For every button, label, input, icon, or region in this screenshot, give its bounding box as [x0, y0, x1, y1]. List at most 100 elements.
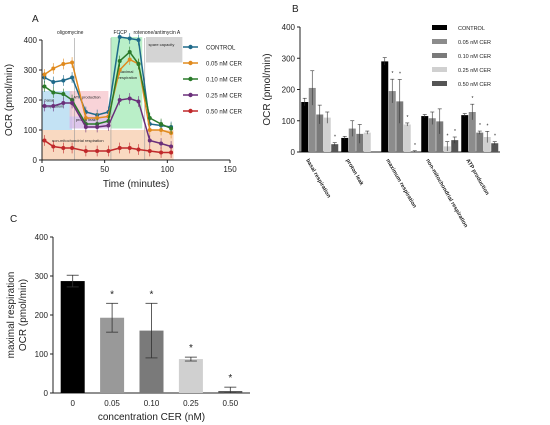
significance-star: * [472, 96, 474, 102]
panel-label: B [292, 4, 299, 15]
data-point [106, 149, 111, 153]
data-point [42, 84, 47, 89]
data-point [42, 104, 47, 108]
bar-3-0 [421, 116, 429, 152]
panel-label: C [10, 214, 17, 225]
y-tick-label: 400 [35, 233, 49, 242]
legend-swatch-1 [432, 39, 447, 44]
legend-label-0: CONTROL [206, 46, 236, 52]
y-tick-label: 0 [44, 389, 49, 398]
annotation: oligomycine [57, 30, 84, 36]
y-axis-label-line1: maximal respiration [6, 272, 17, 359]
non-mito-region [42, 130, 174, 160]
data-point [51, 80, 56, 84]
y-tick-label: 100 [24, 126, 38, 135]
data-point [83, 116, 88, 120]
bar-0-4 [331, 144, 339, 152]
y-tick-label: 200 [282, 86, 296, 95]
data-point [61, 146, 66, 150]
data-point [83, 125, 88, 129]
legend-label-2: 0.10 nM CER [206, 78, 243, 84]
data-point [117, 59, 122, 63]
data-point [51, 144, 56, 149]
legend-swatch-0 [432, 25, 447, 30]
significance-star: * [414, 143, 416, 149]
x-tick-label: 0 [40, 165, 45, 174]
data-point [127, 50, 132, 54]
legend-swatch-3 [432, 67, 447, 72]
x-tick-label: 150 [223, 165, 237, 174]
significance-star: * [407, 115, 409, 121]
annotation: FCCP [113, 30, 127, 36]
legend-marker-3 [188, 92, 193, 98]
data-point [51, 66, 56, 71]
data-point [42, 138, 47, 143]
data-point [169, 150, 174, 155]
bar-0-3 [323, 117, 331, 152]
legend-swatch-2 [432, 53, 447, 58]
significance-star: * [228, 373, 232, 384]
y-axis-label-line2: OCR (pmol/min) [18, 279, 29, 351]
data-point [147, 149, 152, 153]
data-point [159, 141, 164, 146]
category-label-2: maximum respiration [384, 158, 417, 210]
x-tick-label-2: 0.10 [144, 399, 160, 408]
category-label-3: non-mitochondrial respiration [424, 158, 469, 229]
data-point [61, 92, 66, 96]
data-point [136, 38, 141, 42]
x-tick-label-1: 0.05 [104, 399, 120, 408]
bar-4-1 [468, 112, 476, 152]
legend-label-3: 0.25 nM CER [458, 68, 491, 74]
panel-label: A [32, 14, 39, 25]
significance-star: * [454, 129, 456, 135]
bar-2-0 [381, 61, 389, 152]
legend-swatch-4 [432, 81, 447, 86]
bar-2-1 [388, 91, 396, 152]
significance-star: * [479, 123, 481, 129]
x-tick-label-0: 0 [70, 399, 75, 408]
data-point [127, 36, 132, 41]
y-tick-label: 300 [35, 272, 49, 281]
legend-marker-0 [188, 44, 193, 50]
legend-label-2: 0.10 nM CER [458, 54, 491, 60]
bar-0 [60, 281, 85, 393]
data-point [169, 144, 174, 149]
bar-0-2 [316, 114, 324, 152]
category-label-1: proton leak [344, 158, 364, 187]
data-point [70, 60, 75, 65]
bar-1-3 [363, 132, 371, 152]
bar-1-1 [348, 128, 356, 152]
data-point [159, 128, 164, 132]
data-point [70, 75, 75, 80]
annotation-maximal-1: maximal [118, 69, 133, 74]
data-point [83, 149, 88, 153]
annotation: spare capacity [149, 42, 175, 47]
x-tick-label-4: 0.50 [223, 399, 239, 408]
basal-region [42, 91, 73, 130]
bar-2-3 [403, 124, 411, 152]
data-point [106, 123, 111, 128]
panel-a: A 0 100 200 300 400 0 50 100 150 Time (minutes) OCR… [4, 14, 243, 190]
y-tick-label: 100 [35, 350, 49, 359]
y-tick-label: 400 [282, 23, 296, 32]
significance-star: * [487, 123, 489, 129]
significance-star: * [334, 135, 336, 141]
data-point [61, 62, 66, 66]
annotation-basal-1: basal [45, 98, 55, 103]
y-tick-label: 400 [24, 36, 38, 45]
data-point [159, 122, 164, 126]
spare-capacity-region [146, 37, 183, 63]
data-point [127, 57, 132, 62]
x-tick-label: 100 [161, 165, 175, 174]
data-point [127, 96, 132, 101]
x-axis-label: concentration CER (nM) [98, 412, 205, 423]
data-point [136, 62, 141, 66]
bar-0-0 [301, 102, 309, 152]
legend-label-1: 0.05 nM CER [458, 40, 491, 46]
y-tick-label: 300 [282, 54, 296, 63]
bar-2-2 [396, 101, 404, 152]
data-point [70, 146, 75, 150]
y-tick-label: 100 [282, 117, 296, 126]
data-point [95, 116, 100, 120]
